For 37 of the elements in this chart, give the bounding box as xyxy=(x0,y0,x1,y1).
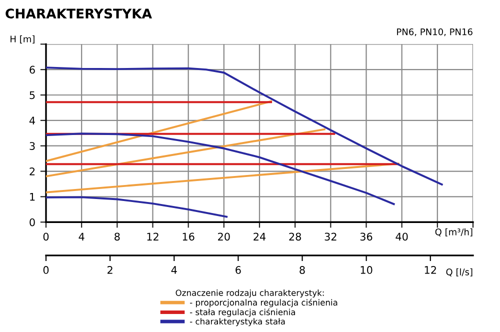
y-tick-label: 0 xyxy=(30,218,35,226)
x-axis-title: Q [m³/h] xyxy=(435,228,472,236)
legend-title: Oznaczenie rodzaju charakterystyk: xyxy=(176,289,324,298)
x-tick-label: 8 xyxy=(114,232,120,241)
x2-tick-label: 0 xyxy=(43,266,49,274)
x2-tick-label: 12 xyxy=(424,266,436,274)
x2-tick-label: 8 xyxy=(300,266,305,274)
y-tick-label: 6 xyxy=(30,66,35,74)
x-tick-label: 32 xyxy=(324,232,336,241)
x2-tick-label: 6 xyxy=(236,266,241,274)
text: PN6, PN10, PN16 xyxy=(397,28,472,36)
legend-label: - charakterystyka stała xyxy=(190,318,285,326)
x2-tick-label: 2 xyxy=(108,266,112,274)
y-axis-title: H [m] xyxy=(10,35,34,44)
y-tick-label: 5 xyxy=(30,91,35,100)
x-tick-label: 4 xyxy=(78,232,84,240)
x-tick-label: 20 xyxy=(218,232,230,241)
chart-title: CHARAKTERYSTYKA xyxy=(6,8,152,19)
y-tick-label: 1 xyxy=(30,193,35,201)
x-tick-label: 24 xyxy=(254,232,266,240)
legend-label: - stała regulacja ciśnienia xyxy=(190,308,296,317)
x-tick-label: 12 xyxy=(147,232,158,240)
x-tick-label: 36 xyxy=(360,232,372,241)
y-tick-label: 3 xyxy=(30,142,35,150)
y-tick-label: 2 xyxy=(30,167,35,176)
x-tick-label: 28 xyxy=(289,232,301,241)
line-series xyxy=(46,132,395,206)
x-tick-label: 0 xyxy=(43,232,49,241)
x2-tick-label: 10 xyxy=(360,266,372,274)
x-tick-label: 16 xyxy=(182,232,194,241)
x2-tick-label: 4 xyxy=(171,266,177,274)
x-tick-label: 40 xyxy=(396,232,408,241)
y-tick-label: 4 xyxy=(29,116,35,124)
line-series xyxy=(46,196,228,218)
x2-axis-title: Q [l/s] xyxy=(446,268,472,276)
line-series xyxy=(46,66,443,186)
legend-label: - proporcjonalna regulacja ciśnienia xyxy=(190,298,338,308)
